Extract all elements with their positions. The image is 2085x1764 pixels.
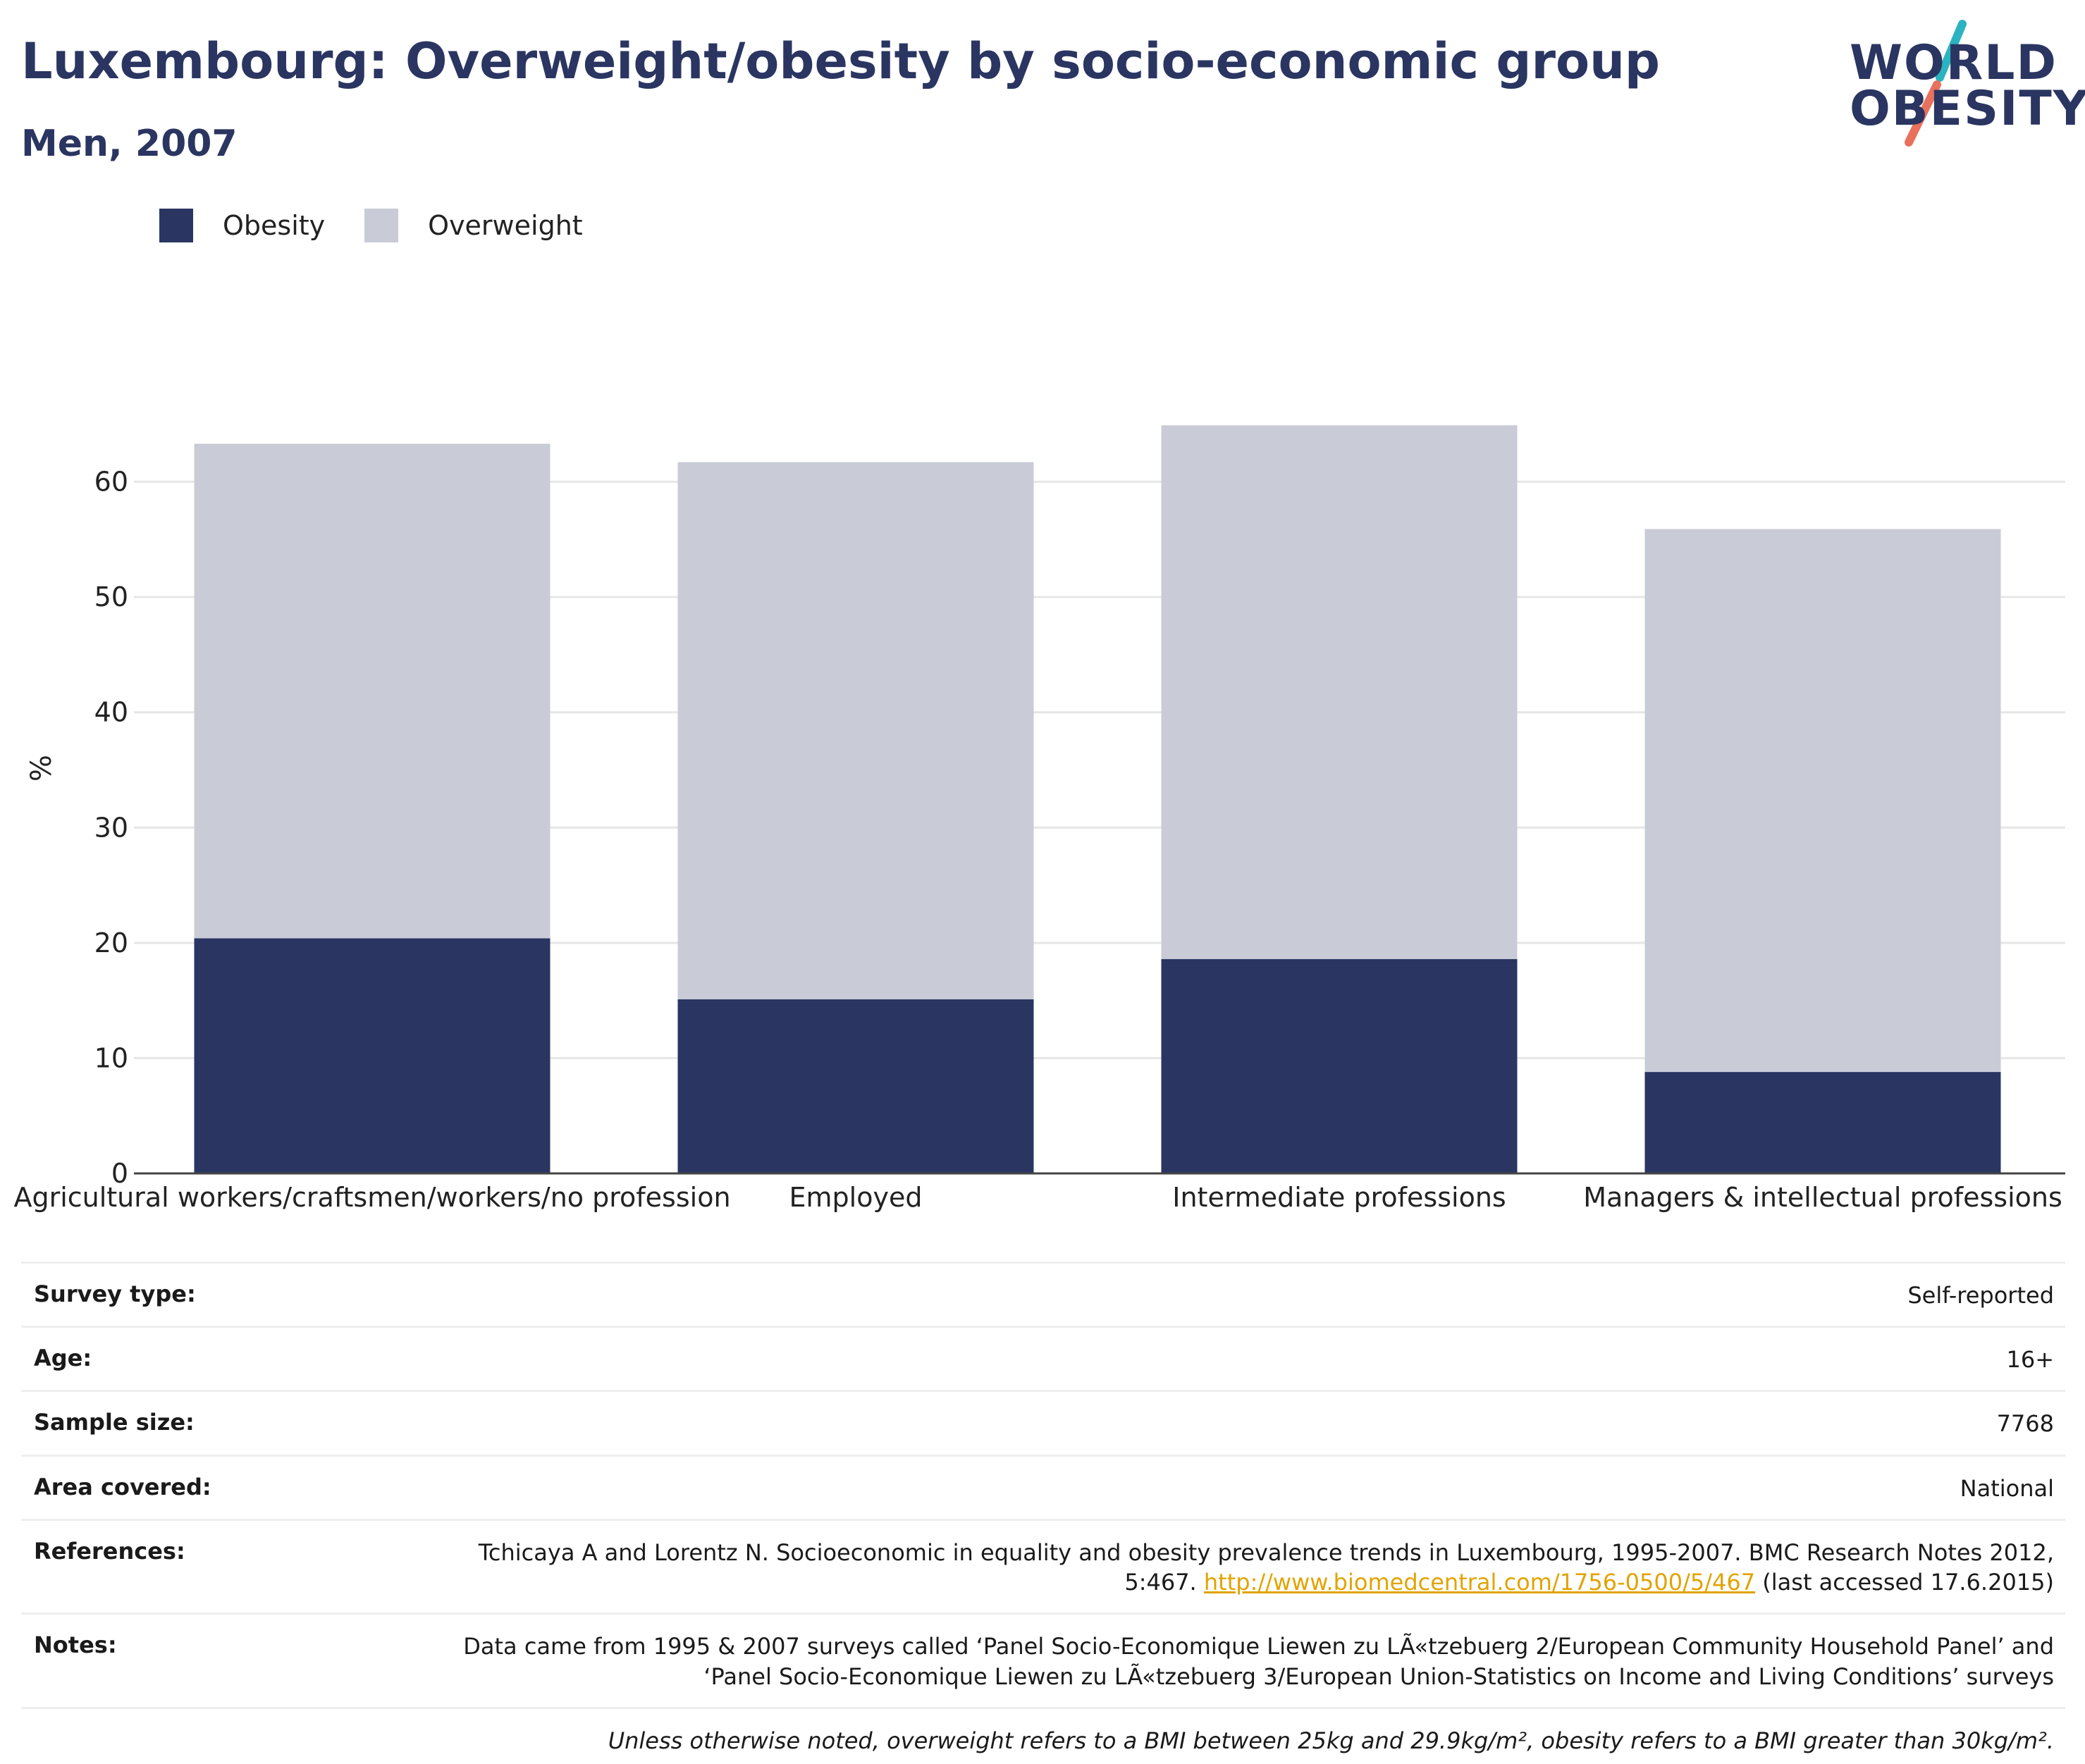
chart-legend: Obesity Overweight xyxy=(159,209,622,242)
bar-obesity-1 xyxy=(677,999,1034,1173)
meta-value: 7768 xyxy=(1996,1410,2054,1438)
logo-line-2: OBESITY xyxy=(1850,81,2085,137)
chart-title: Luxembourg: Overweight/obesity by socio-… xyxy=(21,32,1661,90)
meta-row-references: References: Tchicaya A and Lorentz N. So… xyxy=(21,1518,2065,1612)
references-text: Tchicaya A and Lorentz N. Socioeconomic … xyxy=(478,1538,2054,1596)
y-tick-label: 20 xyxy=(94,927,128,958)
x-tick-label: Intermediate professions xyxy=(1172,1182,1506,1213)
legend-swatch-overweight xyxy=(364,209,399,242)
bar-obesity-3 xyxy=(1644,1072,2001,1173)
references-accessed: (last accessed 17.6.2015) xyxy=(1762,1569,2054,1596)
x-tick-label: Agricultural workers/craftsmen/workers/n… xyxy=(13,1182,730,1213)
x-tick-label: Managers & intellectual professions xyxy=(1583,1182,2062,1213)
meta-key: Age: xyxy=(34,1345,92,1372)
chart-subtitle: Men, 2007 xyxy=(21,123,238,165)
meta-key: Area covered: xyxy=(34,1473,211,1500)
notes-value: Data came from 1995 & 2007 surveys calle… xyxy=(463,1633,2054,1690)
meta-key: References: xyxy=(34,1537,185,1565)
meta-key: Sample size: xyxy=(34,1409,195,1436)
y-tick-label: 0 xyxy=(111,1158,128,1189)
y-tick-label: 50 xyxy=(94,581,128,612)
y-axis-label: % xyxy=(25,755,58,782)
meta-value: National xyxy=(1960,1474,2054,1502)
meta-row-age: Age: 16+ xyxy=(21,1326,2065,1390)
y-tick-label: 40 xyxy=(94,697,128,728)
logo-slash-icon xyxy=(1905,20,1967,147)
bar-overweight-0 xyxy=(194,443,551,939)
bar-obesity-2 xyxy=(1161,958,1518,1173)
stacked-bar-chart: 0 10 20 30 40 50 60% Agricultural workers/craft… xyxy=(13,425,2065,1213)
survey-metadata-table: Survey type: Self-reported Age: 16+ Samp… xyxy=(21,1262,2065,1764)
meta-row-footnote: Unless otherwise noted, overweight refer… xyxy=(21,1706,2065,1764)
y-tick-label: 60 xyxy=(94,467,128,498)
references-link[interactable]: http://www.biomedcentral.com/1756-0500/5… xyxy=(1203,1569,1756,1596)
y-tick-label: 30 xyxy=(94,812,128,843)
legend-label-overweight: Overweight xyxy=(428,210,583,241)
meta-value: 16+ xyxy=(2006,1346,2054,1374)
bar-overweight-3 xyxy=(1644,529,2001,1073)
bar-obesity-0 xyxy=(194,938,551,1173)
meta-row-area-covered: Area covered: National xyxy=(21,1454,2065,1519)
meta-row-notes: Notes: Data came from 1995 & 2007 survey… xyxy=(21,1612,2065,1706)
legend-label-obesity: Obesity xyxy=(223,210,326,241)
bar-overweight-2 xyxy=(1161,425,1518,959)
bmi-footnote: Unless otherwise noted, overweight refer… xyxy=(608,1727,2054,1754)
legend-swatch-obesity xyxy=(159,209,193,242)
meta-key: Notes: xyxy=(34,1632,117,1659)
world-obesity-logo: WORLD OBESITY xyxy=(1833,17,2085,151)
x-tick-label: Employed xyxy=(789,1182,923,1213)
legend-item-overweight[interactable]: Overweight xyxy=(364,209,583,242)
references-value: Tchicaya A and Lorentz N. Socioeconomic … xyxy=(412,1538,2054,1597)
bar-overweight-1 xyxy=(677,462,1034,1000)
meta-key: Survey type: xyxy=(34,1281,196,1307)
legend-item-obesity[interactable]: Obesity xyxy=(159,209,325,242)
y-tick-label: 10 xyxy=(94,1042,128,1073)
meta-value: Self-reported xyxy=(1907,1282,2054,1309)
meta-row-sample-size: Sample size: 7768 xyxy=(21,1390,2065,1454)
meta-row-survey-type: Survey type: Self-reported xyxy=(21,1262,2065,1326)
logo-line-1: WORLD xyxy=(1850,35,2058,91)
